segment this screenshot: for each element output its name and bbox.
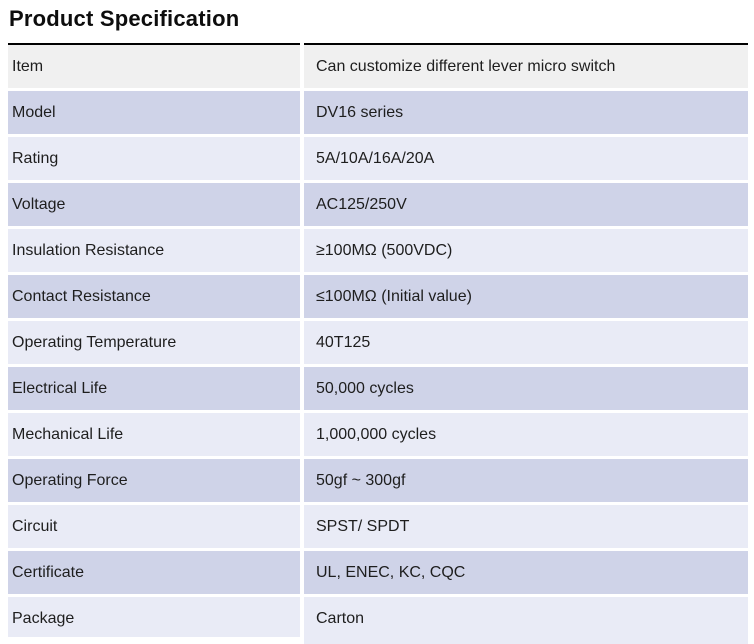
table-row: Item Can customize different lever micro … [8, 43, 748, 88]
spec-value: Carton [304, 597, 748, 644]
table-row: Insulation Resistance ≥100MΩ (500VDC) [8, 229, 748, 272]
spec-label: Item [8, 43, 300, 88]
spec-label: Contact Resistance [8, 275, 300, 318]
table-row: Rating 5A/10A/16A/20A [8, 137, 748, 180]
table-row: Operating Force 50gf ~ 300gf [8, 459, 748, 502]
spec-value: DV16 series [304, 91, 748, 134]
spec-label: Electrical Life [8, 367, 300, 410]
table-row: Operating Temperature 40T125 [8, 321, 748, 364]
spec-value: 5A/10A/16A/20A [304, 137, 748, 180]
spec-label: Insulation Resistance [8, 229, 300, 272]
spec-value: ≥100MΩ (500VDC) [304, 229, 748, 272]
table-row: Voltage AC125/250V [8, 183, 748, 226]
spec-label: Operating Temperature [8, 321, 300, 364]
spec-label: Certificate [8, 551, 300, 594]
page-title: Product Specification [9, 6, 240, 31]
spec-value: SPST/ SPDT [304, 505, 748, 548]
spec-label: Package [8, 597, 300, 637]
spec-value: AC125/250V [304, 183, 748, 226]
table-row: Certificate UL, ENEC, KC, CQC [8, 551, 748, 594]
spec-value: 50,000 cycles [304, 367, 748, 410]
spec-label: Circuit [8, 505, 300, 548]
spec-value: Can customize different lever micro swit… [304, 43, 748, 88]
spec-value: 40T125 [304, 321, 748, 364]
spec-label: Model [8, 91, 300, 134]
spec-label: Operating Force [8, 459, 300, 502]
table-row: Model DV16 series [8, 91, 748, 134]
spec-value: 1,000,000 cycles [304, 413, 748, 456]
spec-label: Voltage [8, 183, 300, 226]
spec-value: ≤100MΩ (Initial value) [304, 275, 748, 318]
spec-label: Mechanical Life [8, 413, 300, 456]
spec-table: Item Can customize different lever micro … [8, 43, 748, 644]
table-row: Circuit SPST/ SPDT [8, 505, 748, 548]
table-row: Contact Resistance ≤100MΩ (Initial value) [8, 275, 748, 318]
table-row: Package Carton [8, 597, 748, 644]
table-row: Electrical Life 50,000 cycles [8, 367, 748, 410]
table-row: Mechanical Life 1,000,000 cycles [8, 413, 748, 456]
spec-value: UL, ENEC, KC, CQC [304, 551, 748, 594]
spec-value: 50gf ~ 300gf [304, 459, 748, 502]
spec-label: Rating [8, 137, 300, 180]
